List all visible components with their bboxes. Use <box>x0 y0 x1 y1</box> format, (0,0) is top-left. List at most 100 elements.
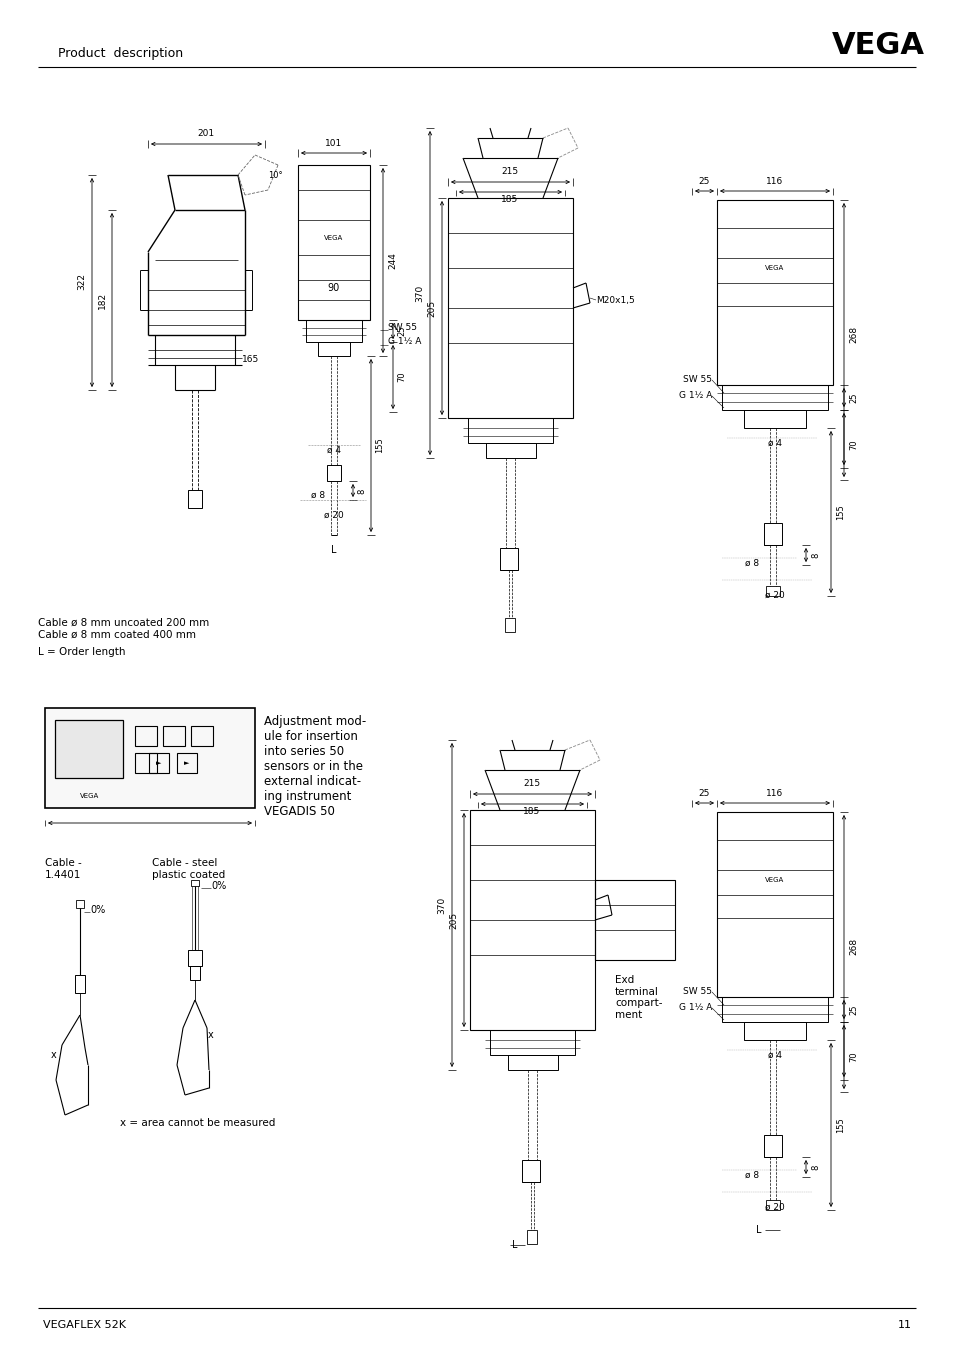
Text: 11: 11 <box>897 1320 911 1330</box>
Text: ø 4: ø 4 <box>327 445 340 455</box>
Bar <box>763 1135 781 1158</box>
Bar <box>721 385 827 410</box>
Text: 0%: 0% <box>90 904 105 915</box>
Text: SW 55: SW 55 <box>388 322 416 332</box>
Text: 8: 8 <box>357 489 366 494</box>
Text: 25: 25 <box>848 393 858 403</box>
Text: 155: 155 <box>836 504 844 520</box>
Bar <box>135 726 157 746</box>
Text: Product  description: Product description <box>58 47 183 61</box>
Bar <box>177 753 196 773</box>
Text: 25: 25 <box>699 788 709 798</box>
Text: 201: 201 <box>197 130 214 138</box>
Text: 370: 370 <box>416 284 424 302</box>
Text: 25: 25 <box>699 176 709 185</box>
Text: 215: 215 <box>501 167 518 176</box>
Text: Cable -
1.4401: Cable - 1.4401 <box>45 858 82 880</box>
Bar <box>507 1055 558 1070</box>
Text: VEGA: VEGA <box>324 236 343 241</box>
Text: ►: ► <box>184 760 190 766</box>
Text: x = area cannot be measured: x = area cannot be measured <box>120 1118 275 1128</box>
Text: ►: ► <box>156 760 161 766</box>
Text: ø 20: ø 20 <box>324 510 343 520</box>
Text: 25: 25 <box>397 326 406 336</box>
Bar <box>763 523 781 546</box>
Text: 70: 70 <box>848 1052 858 1063</box>
Bar <box>188 490 202 508</box>
Bar <box>526 1229 537 1244</box>
Bar <box>470 810 595 1030</box>
Bar <box>327 464 340 481</box>
Text: 322: 322 <box>77 274 87 291</box>
Text: L: L <box>756 1225 761 1235</box>
Text: Exd
terminal
compart-
ment: Exd terminal compart- ment <box>615 975 661 1020</box>
Bar <box>191 880 199 886</box>
Text: 205: 205 <box>427 299 436 317</box>
Bar <box>485 443 536 458</box>
Text: 8: 8 <box>811 552 820 558</box>
Bar <box>45 708 254 808</box>
Text: VEGA: VEGA <box>80 793 99 799</box>
Bar <box>717 812 832 997</box>
Text: 244: 244 <box>388 253 397 269</box>
Text: M20x1,5: M20x1,5 <box>596 295 634 305</box>
Bar <box>468 418 553 443</box>
Text: 205: 205 <box>449 911 458 929</box>
Text: 116: 116 <box>765 788 782 798</box>
Text: 70: 70 <box>848 440 858 451</box>
Bar <box>306 320 361 343</box>
Bar <box>721 997 827 1022</box>
Text: VEGA: VEGA <box>764 877 783 883</box>
Text: 101: 101 <box>325 139 342 149</box>
Bar <box>188 951 202 965</box>
Text: ø 8: ø 8 <box>744 1170 759 1179</box>
Bar <box>75 975 85 992</box>
Text: x: x <box>51 1049 57 1060</box>
Bar <box>765 1200 780 1210</box>
Text: VEGAFLEX 52K: VEGAFLEX 52K <box>43 1320 126 1330</box>
Bar <box>55 720 123 779</box>
Text: 268: 268 <box>848 325 858 343</box>
Text: L: L <box>512 1240 517 1250</box>
Text: 70: 70 <box>397 372 406 382</box>
Bar <box>521 1160 539 1182</box>
Text: G 1½ A: G 1½ A <box>388 337 421 347</box>
Text: 155: 155 <box>836 1117 844 1133</box>
Text: 370: 370 <box>437 896 446 914</box>
Bar <box>163 726 185 746</box>
Text: 25: 25 <box>848 1005 858 1016</box>
Text: 165: 165 <box>242 356 259 364</box>
Text: ø 20: ø 20 <box>764 1202 784 1212</box>
Bar <box>317 343 350 356</box>
Bar <box>191 726 213 746</box>
Text: VEGA: VEGA <box>831 31 923 60</box>
Bar <box>76 900 84 909</box>
Text: 268: 268 <box>848 937 858 955</box>
Text: 8: 8 <box>811 1164 820 1170</box>
Text: 182: 182 <box>97 291 107 309</box>
Text: G 1½ A: G 1½ A <box>678 1003 711 1013</box>
Text: VEGA: VEGA <box>764 265 783 271</box>
Bar <box>499 548 517 570</box>
Text: 215: 215 <box>523 779 540 788</box>
Text: 116: 116 <box>765 176 782 185</box>
Bar <box>595 880 675 960</box>
Bar <box>490 1030 575 1055</box>
Text: G 1½ A: G 1½ A <box>678 391 711 401</box>
Bar <box>504 617 515 632</box>
Bar <box>190 965 200 980</box>
Text: 10°: 10° <box>268 171 282 180</box>
Text: 0%: 0% <box>211 881 226 891</box>
Text: SW 55: SW 55 <box>682 987 711 997</box>
Text: ø 4: ø 4 <box>767 439 781 448</box>
Text: ø 8: ø 8 <box>744 558 759 567</box>
Text: Adjustment mod-
ule for insertion
into series 50
sensors or in the
external indi: Adjustment mod- ule for insertion into s… <box>264 715 366 818</box>
Bar <box>149 753 169 773</box>
Text: SW 55: SW 55 <box>682 375 711 385</box>
Text: Cable - steel
plastic coated: Cable - steel plastic coated <box>152 858 225 880</box>
Text: L: L <box>331 546 336 555</box>
Text: 185: 185 <box>523 807 540 816</box>
Text: L = Order length: L = Order length <box>38 647 126 657</box>
Text: Cable ø 8 mm uncoated 200 mm
Cable ø 8 mm coated 400 mm: Cable ø 8 mm uncoated 200 mm Cable ø 8 m… <box>38 617 209 639</box>
Bar <box>743 1022 805 1040</box>
